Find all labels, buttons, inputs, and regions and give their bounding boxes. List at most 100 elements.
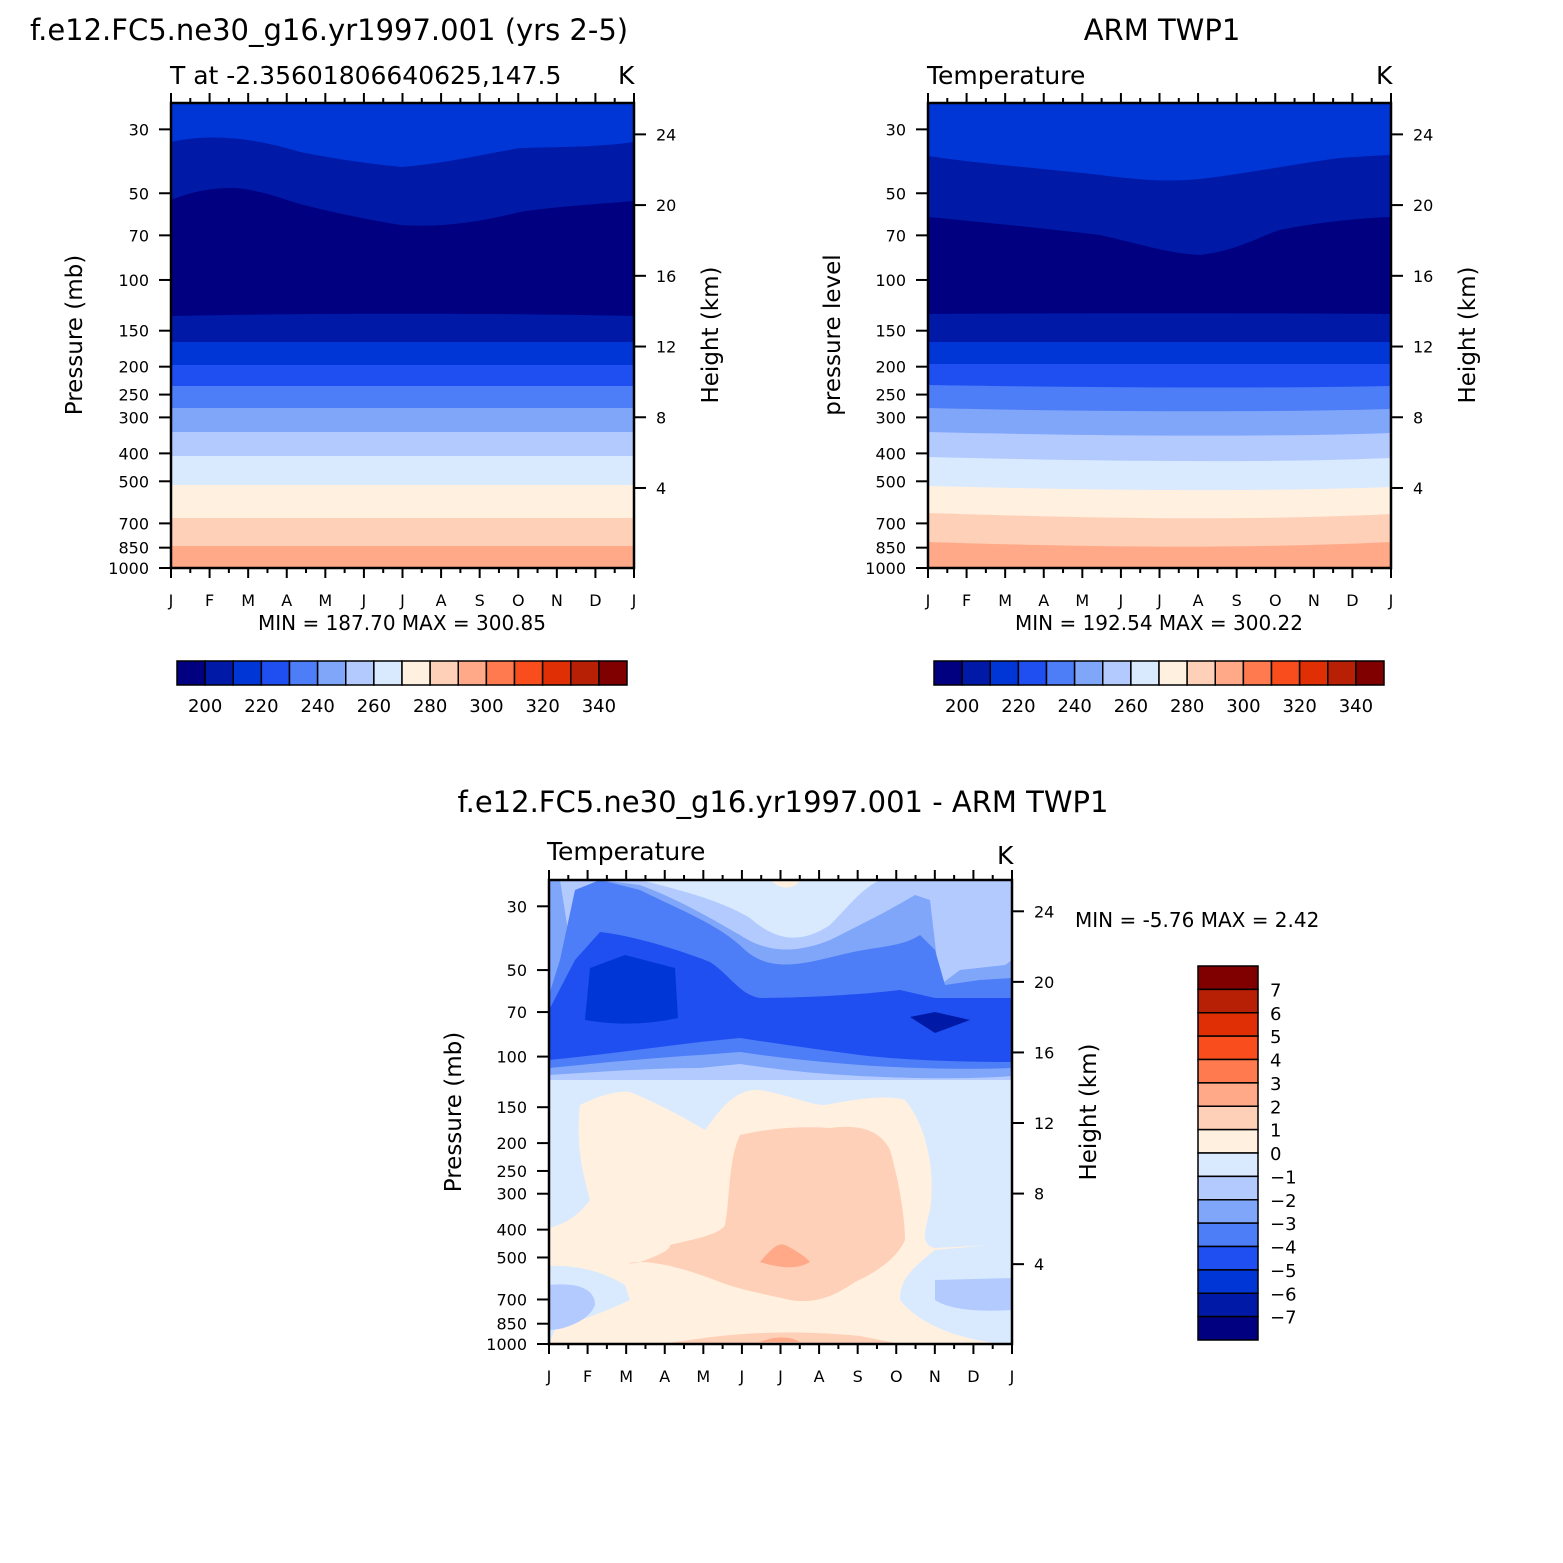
model-colorbar-label: 220: [244, 696, 278, 717]
model-colorbar-label: 340: [582, 696, 616, 717]
diff-y-tick-label: 700: [496, 1290, 527, 1309]
model-x-tick-label: N: [551, 591, 563, 610]
obs-min-max-label: MIN = 192.54 MAX = 300.22: [1015, 611, 1303, 635]
model-y-tick-label: 200: [118, 358, 149, 377]
diff-region-lower-left-cool: [549, 1284, 595, 1330]
diff-x-tick-label: F: [583, 1367, 592, 1386]
obs-colorbar-label: 220: [1001, 696, 1035, 717]
model-min-max-label: MIN = 187.70 MAX = 300.85: [258, 611, 546, 635]
obs-y-axis-label: pressure level: [820, 254, 846, 415]
diff-colorbar: 7 65 432 10−1 −2−3 −4−5−6 −7: [1197, 965, 1297, 1341]
obs-x-tick-label: A: [1038, 591, 1049, 610]
panel-model-subtitle: T at -2.35601806640625,147.5: [169, 61, 561, 90]
obs-colorbar-label: 200: [945, 696, 979, 717]
obs-colorbar-label: 240: [1057, 696, 1091, 717]
diff-y-right-axis-label: Height (km): [1076, 1043, 1102, 1180]
obs-x-tick-label: O: [1269, 591, 1282, 610]
obs-x-tick-label: J: [1156, 591, 1162, 610]
diff-colorbar-swatch: [1197, 1175, 1259, 1201]
obs-colorbar-label: 260: [1114, 696, 1148, 717]
model-y-tick-label: 70: [129, 226, 149, 245]
diff-colorbar-swatch: [1197, 1035, 1259, 1061]
obs-colorbar-swatch: [1355, 660, 1385, 686]
obs-y-tick-label: 700: [875, 514, 906, 533]
model-x-tick-label: M: [241, 591, 255, 610]
diff-colorbar-swatch: [1197, 1082, 1259, 1107]
diff-region-2-to-3: [760, 1244, 810, 1268]
obs-axes: J F M A M J J A S O N D J 30 50 70 100 150 200 250 300 400 500…: [820, 93, 1481, 610]
diff-colorbar-swatch: [1197, 1269, 1259, 1294]
diff-y-tick-label: 850: [496, 1315, 527, 1334]
model-y-tick-label: 300: [118, 408, 149, 427]
diff-x-tick-label: J: [777, 1367, 783, 1386]
diff-colorbar-swatch: [1197, 1245, 1259, 1271]
diff-y-tick-label: 400: [496, 1221, 527, 1240]
diff-region-top-warm: [770, 880, 800, 888]
obs-colorbar-label: 280: [1170, 696, 1204, 717]
obs-colorbar-swatch: [1073, 660, 1104, 686]
model-x-tick-label: S: [475, 591, 485, 610]
obs-x-tick-label: N: [1308, 591, 1320, 610]
panel-diff-subtitle: Temperature: [546, 837, 705, 866]
diff-y-tick-label: 100: [496, 1048, 527, 1067]
model-colorbar-swatch: [288, 660, 319, 686]
diff-y-right-tick-label: 16: [1034, 1043, 1054, 1062]
diff-colorbar-swatch: [1197, 1012, 1259, 1037]
diff-colorbar-label: 3: [1270, 1074, 1281, 1095]
diff-colorbar-label: 6: [1270, 1004, 1281, 1025]
diff-x-tick-label: A: [814, 1367, 825, 1386]
model-colorbar-label: 260: [357, 696, 391, 717]
diff-colorbar-swatch: [1197, 1128, 1259, 1154]
diff-colorbar-swatch: [1197, 988, 1259, 1014]
diff-colorbar-swatch: [1197, 1058, 1259, 1084]
obs-colorbar-swatch: [1017, 660, 1048, 686]
obs-y-right-axis-label: Height (km): [1455, 266, 1481, 403]
diff-y-tick-label: 30: [507, 897, 527, 916]
model-y-tick-label: 150: [118, 322, 149, 341]
diff-contour-field: [549, 880, 1012, 1344]
diff-colorbar-label: 4: [1270, 1051, 1281, 1072]
diff-x-tick-label: M: [696, 1367, 710, 1386]
obs-x-tick-label: J: [925, 591, 931, 610]
obs-colorbar-swatch: [1186, 660, 1216, 686]
panel-diff-units: K: [997, 841, 1014, 870]
panel-diff: f.e12.FC5.ne30_g16.yr1997.001 - ARM TWP1…: [441, 785, 1319, 1386]
obs-colorbar-label: 300: [1226, 696, 1260, 717]
model-colorbar-label: 280: [413, 696, 447, 717]
diff-y-right-tick-label: 20: [1034, 973, 1054, 992]
model-colorbar-swatch: [570, 660, 600, 686]
diff-colorbar-swatch: [1197, 1199, 1259, 1224]
model-colorbar-label: 320: [525, 696, 559, 717]
model-y-tick-label: 500: [118, 472, 149, 491]
diff-colorbar-label: 1: [1270, 1121, 1281, 1142]
diff-y-tick-label: 250: [496, 1162, 527, 1181]
model-x-tick-label: O: [512, 591, 525, 610]
model-colorbar-swatch: [485, 660, 516, 686]
obs-y-tick-label: 300: [875, 408, 906, 427]
obs-x-tick-label: M: [998, 591, 1012, 610]
obs-x-tick-label: A: [1193, 591, 1204, 610]
diff-x-tick-label: N: [929, 1367, 941, 1386]
diff-x-tick-label: S: [853, 1367, 863, 1386]
diff-colorbar-label: 5: [1270, 1027, 1281, 1048]
diff-x-tick-label: O: [890, 1367, 903, 1386]
diff-colorbar-swatch: [1197, 1105, 1259, 1131]
model-colorbar-swatch: [598, 660, 628, 686]
model-y-tick-label: 30: [129, 120, 149, 139]
diff-colorbar-swatch: [1197, 1315, 1259, 1341]
panel-model-units: K: [618, 61, 635, 90]
obs-y-tick-label: 400: [875, 444, 906, 463]
obs-y-tick-label: 30: [886, 120, 906, 139]
obs-x-tick-label: J: [1118, 591, 1124, 610]
model-y-right-tick-label: 8: [656, 408, 666, 427]
diff-colorbar-label: −6: [1270, 1284, 1297, 1305]
obs-colorbar-label: 340: [1339, 696, 1373, 717]
model-colorbar-swatch: [176, 660, 206, 686]
diff-y-tick-label: 200: [496, 1134, 527, 1153]
panel-obs-subtitle: Temperature: [926, 61, 1085, 90]
diff-colorbar-label: −2: [1270, 1191, 1297, 1212]
obs-y-tick-label: 500: [875, 472, 906, 491]
diff-y-tick-label: 70: [507, 1003, 527, 1022]
model-colorbar-swatch: [204, 660, 234, 686]
diff-y-tick-label: 150: [496, 1098, 527, 1117]
